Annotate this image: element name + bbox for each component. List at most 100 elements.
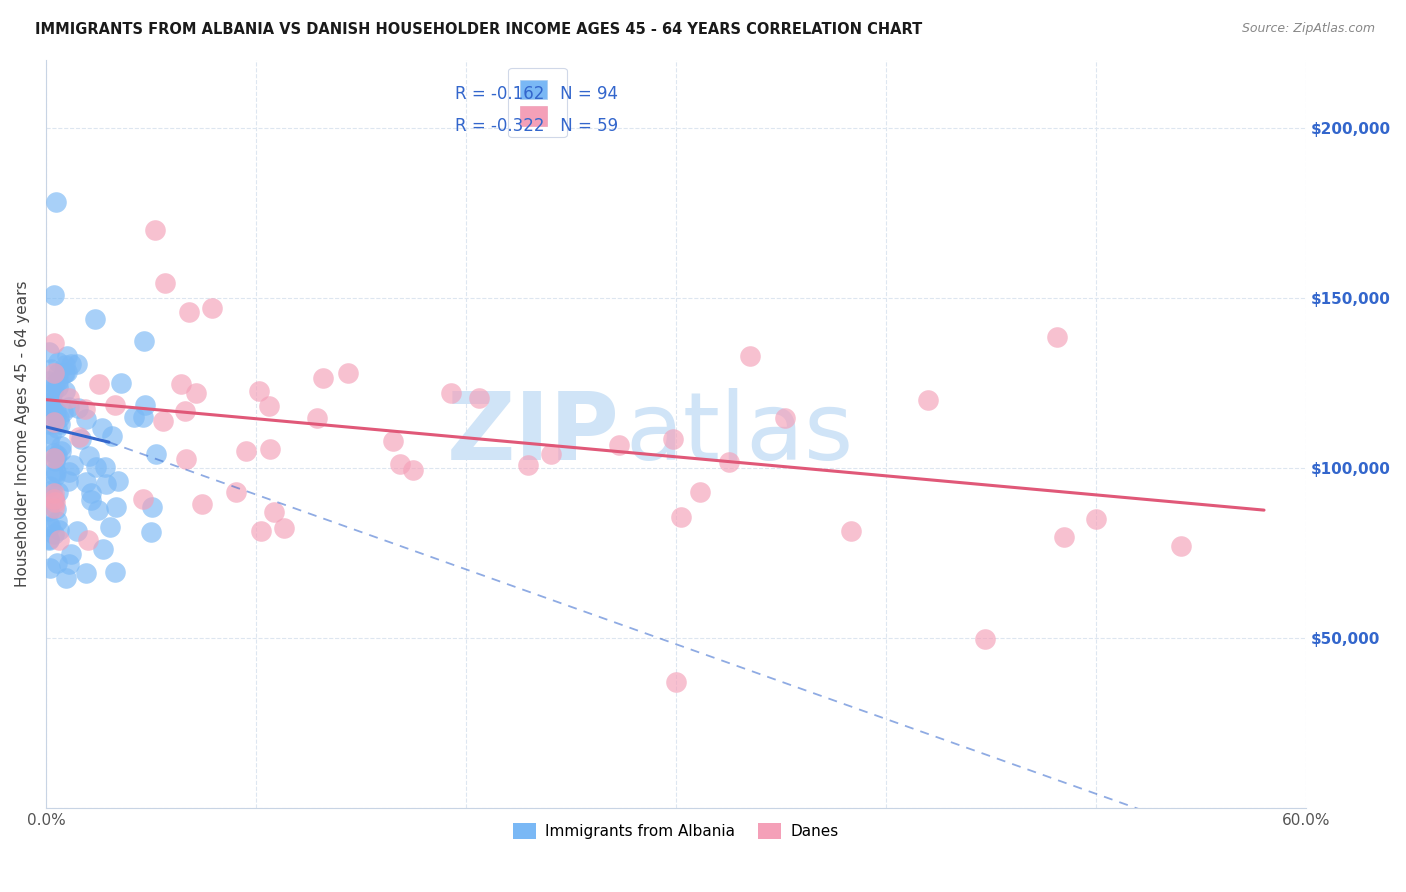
Point: [155, 277, 177, 291]
Text: IMMIGRANTS FROM ALBANIA VS DANISH HOUSEHOLDER INCOME AGES 45 - 64 YEARS CORRELAT: IMMIGRANTS FROM ALBANIA VS DANISH HOUSEH…: [35, 22, 922, 37]
Point: [45, 449, 67, 463]
Point: [66, 401, 89, 416]
Point: [773, 411, 796, 425]
Point: [44, 500, 66, 515]
Point: [467, 391, 489, 405]
Point: [176, 451, 198, 466]
Point: [38, 533, 60, 548]
Point: [80, 486, 103, 500]
Point: [689, 485, 711, 500]
Point: [53, 384, 76, 398]
Point: [46, 375, 69, 389]
Point: [96, 476, 118, 491]
Point: [38, 388, 60, 402]
Point: [305, 411, 328, 425]
Point: [132, 492, 155, 507]
Point: [39, 427, 62, 442]
Point: [718, 455, 741, 469]
Point: [45, 403, 67, 417]
Point: [58, 400, 80, 414]
Y-axis label: Householder Income Ages 45 - 64 years: Householder Income Ages 45 - 64 years: [15, 280, 30, 587]
Point: [44, 453, 66, 467]
Point: [44, 377, 66, 392]
Point: [105, 500, 128, 514]
Point: [48, 411, 70, 425]
Point: [247, 384, 270, 398]
Text: R = -0.162   N = 94: R = -0.162 N = 94: [456, 85, 619, 103]
Point: [44, 491, 66, 506]
Point: [70, 433, 93, 447]
Point: [122, 409, 145, 424]
Point: [77, 533, 100, 547]
Point: [86, 460, 108, 475]
Point: [44, 469, 66, 483]
Text: Source: ZipAtlas.com: Source: ZipAtlas.com: [1241, 22, 1375, 36]
Point: [139, 524, 162, 539]
Point: [46, 556, 69, 570]
Point: [46, 484, 69, 499]
Point: [48, 380, 70, 394]
Point: [665, 674, 688, 689]
Point: [58, 465, 80, 479]
Point: [173, 403, 195, 417]
Text: R = -0.322   N = 59: R = -0.322 N = 59: [456, 117, 619, 135]
Point: [190, 496, 212, 510]
Point: [42, 385, 65, 400]
Point: [42, 446, 65, 460]
Point: [38, 407, 60, 421]
Point: [38, 434, 60, 448]
Point: [44, 486, 66, 500]
Point: [389, 457, 412, 471]
Point: [38, 417, 60, 432]
Point: [38, 532, 60, 546]
Point: [41, 394, 63, 409]
Point: [44, 495, 66, 509]
Point: [41, 362, 63, 376]
Point: [235, 443, 257, 458]
Point: [381, 434, 404, 449]
Point: [91, 542, 114, 557]
Point: [38, 518, 60, 533]
Point: [55, 571, 77, 585]
Point: [1053, 530, 1076, 544]
Point: [51, 443, 73, 458]
Point: [48, 355, 70, 369]
Point: [337, 367, 360, 381]
Point: [440, 386, 463, 401]
Point: [41, 396, 63, 410]
Point: [38, 504, 60, 518]
Point: [141, 500, 163, 514]
Point: [62, 458, 84, 472]
Point: [45, 409, 67, 423]
Point: [48, 366, 70, 380]
Point: [974, 632, 997, 646]
Point: [1046, 330, 1069, 344]
Point: [48, 523, 70, 537]
Point: [39, 560, 62, 574]
Point: [60, 357, 83, 371]
Point: [56, 349, 79, 363]
Point: [225, 484, 247, 499]
Point: [44, 367, 66, 381]
Point: [44, 451, 66, 466]
Point: [104, 566, 127, 580]
Text: atlas: atlas: [626, 388, 853, 480]
Point: [145, 448, 167, 462]
Point: [143, 222, 166, 236]
Point: [52, 404, 75, 418]
Point: [42, 492, 65, 507]
Point: [1170, 539, 1192, 553]
Point: [134, 397, 156, 411]
Point: [53, 358, 76, 372]
Point: [83, 312, 105, 326]
Point: [67, 430, 90, 444]
Point: [87, 502, 110, 516]
Point: [39, 518, 62, 533]
Point: [134, 334, 156, 348]
Point: [839, 524, 862, 538]
Point: [312, 371, 335, 385]
Point: [91, 421, 114, 435]
Point: [917, 392, 939, 407]
Point: [93, 459, 115, 474]
Point: [669, 509, 692, 524]
